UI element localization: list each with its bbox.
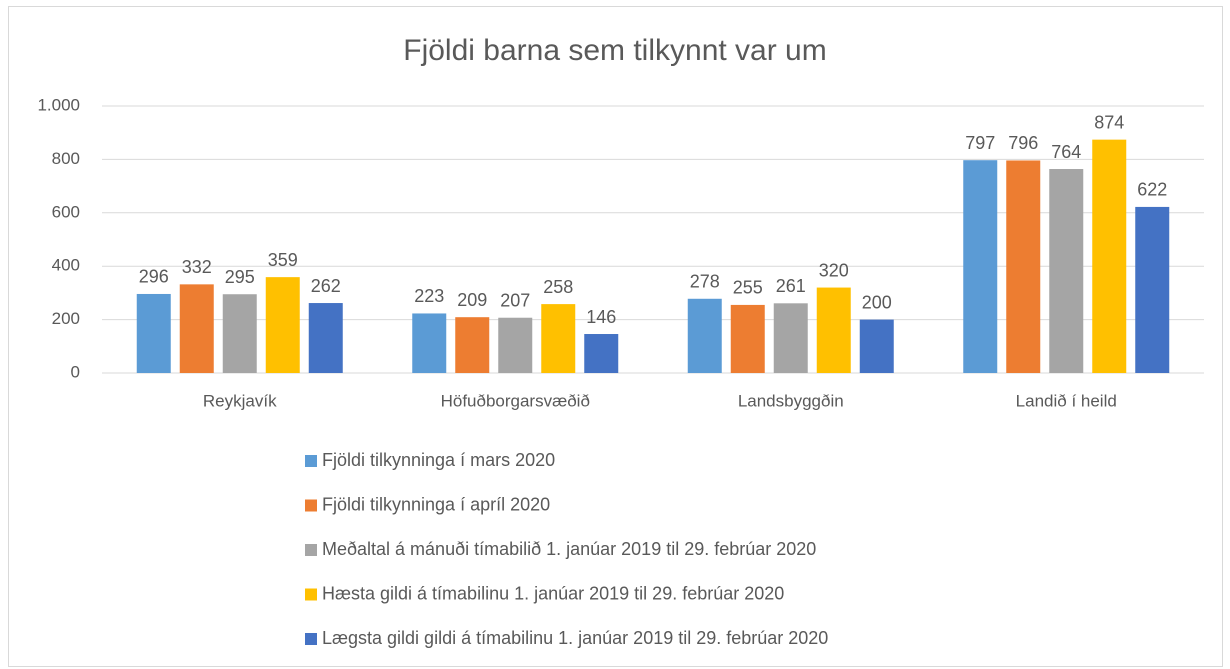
bar (730, 304, 765, 373)
legend-swatch (305, 499, 317, 512)
y-tick-label: 600 (52, 202, 80, 221)
legend-swatch (305, 588, 317, 601)
bar (1092, 139, 1127, 373)
y-tick-label: 400 (52, 256, 80, 275)
value-label: 278 (690, 272, 720, 292)
value-label: 146 (586, 307, 616, 327)
legend-label: Meðaltal á mánuði tímabilið 1. janúar 20… (322, 539, 816, 559)
value-label: 332 (182, 257, 212, 277)
bar (222, 294, 257, 373)
x-tick-label: Reykjavík (203, 391, 277, 410)
x-tick-label: Landsbyggðin (738, 391, 844, 410)
value-label: 296 (139, 267, 169, 287)
bar (412, 313, 447, 373)
bar (308, 303, 343, 373)
bar (498, 317, 533, 373)
legend-label: Fjöldi tilkynninga í mars 2020 (322, 450, 555, 470)
value-label: 255 (733, 278, 763, 298)
bar (773, 303, 808, 373)
value-label: 258 (543, 277, 573, 297)
bar (1049, 169, 1084, 373)
y-tick-label: 800 (52, 149, 80, 168)
bar (179, 284, 214, 373)
bar (1135, 206, 1170, 373)
y-tick-label: 1.000 (37, 95, 80, 114)
value-label: 797 (965, 133, 995, 153)
value-label: 320 (819, 260, 849, 280)
value-label: 295 (225, 267, 255, 287)
value-label: 796 (1008, 133, 1038, 153)
legend-label: Lægsta gildi gildi á tímabilinu 1. janúa… (322, 628, 828, 648)
chart-title: Fjöldi barna sem tilkynnt var um (403, 34, 827, 67)
value-label: 622 (1137, 180, 1167, 200)
bar (859, 319, 894, 373)
legend-swatch (305, 633, 317, 645)
value-label: 209 (457, 290, 487, 310)
value-label: 764 (1051, 142, 1081, 162)
legend-label: Hæsta gildi á tímabilinu 1. janúar 2019 … (322, 583, 784, 603)
bar (816, 287, 851, 373)
legend-label: Fjöldi tilkynninga í apríl 2020 (322, 494, 550, 514)
bar (584, 334, 619, 373)
bar (455, 317, 490, 373)
value-label: 359 (268, 250, 298, 270)
bar (265, 277, 300, 373)
legend-swatch (305, 455, 317, 467)
legend-swatch (305, 544, 317, 556)
value-label: 874 (1094, 112, 1124, 132)
bar (136, 293, 171, 373)
value-label: 262 (311, 276, 341, 296)
x-tick-label: Höfuðborgarsvæðið (441, 391, 590, 410)
value-label: 261 (776, 276, 806, 296)
y-tick-label: 0 (71, 362, 80, 381)
bar (963, 160, 998, 373)
y-tick-label: 200 (52, 309, 80, 328)
x-tick-label: Landið í heild (1016, 391, 1117, 410)
value-label: 223 (414, 286, 444, 306)
bar (541, 304, 576, 373)
value-label: 200 (862, 292, 892, 312)
bar (1006, 160, 1041, 373)
bar (687, 298, 722, 373)
value-label: 207 (500, 290, 530, 310)
